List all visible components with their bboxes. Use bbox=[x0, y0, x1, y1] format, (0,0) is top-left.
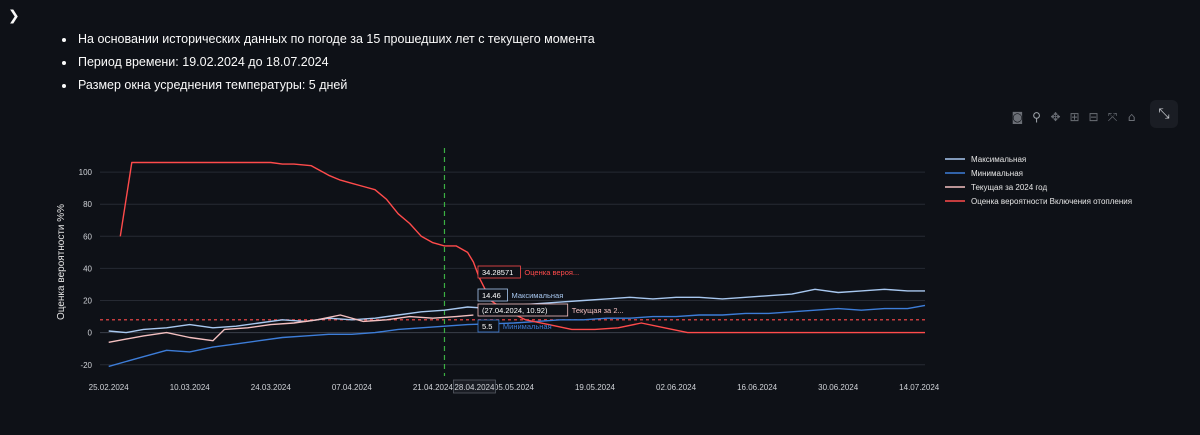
autoscale-icon[interactable]: ⤧ bbox=[1107, 110, 1118, 124]
zoom-in-icon[interactable]: ⊞ bbox=[1069, 110, 1080, 124]
hover-value-box bbox=[477, 265, 521, 279]
legend-label-0: Максимальная bbox=[971, 155, 1026, 164]
x-tick-label: 10.03.2024 bbox=[170, 383, 211, 392]
hover-label-1: 14.46 Максимальная bbox=[477, 288, 564, 302]
hover-x-label: 28.04.2024 bbox=[454, 383, 495, 392]
info-item-source: На основании исторических данных по пого… bbox=[76, 28, 595, 51]
hover-value-box bbox=[477, 288, 508, 302]
info-item-period: Период времени: 19.02.2024 до 18.07.2024 bbox=[76, 51, 595, 74]
zoom-icon[interactable]: ⚲ bbox=[1032, 110, 1041, 124]
y-tick-label: 20 bbox=[83, 297, 92, 306]
hover-value: 5.5 bbox=[482, 322, 492, 331]
x-tick-label: 24.03.2024 bbox=[251, 383, 292, 392]
x-tick-label: 02.06.2024 bbox=[656, 383, 697, 392]
camera-icon[interactable]: ◙ bbox=[1011, 110, 1024, 124]
y-axis-label: Оценка вероятности %% bbox=[56, 204, 67, 320]
legend-label-3: Оценка вероятности Включения отопления bbox=[971, 197, 1132, 206]
hover-label-0: 34.28571 Оценка вероя... bbox=[477, 265, 579, 279]
x-tick-label: 14.07.2024 bbox=[899, 383, 940, 392]
x-tick-label: 19.05.2024 bbox=[575, 383, 616, 392]
legend-label-1: Минимальная bbox=[971, 169, 1023, 178]
pan-icon[interactable]: ✥ bbox=[1050, 110, 1061, 124]
series-line-1 bbox=[108, 304, 926, 368]
x-tick-label: 07.04.2024 bbox=[332, 383, 373, 392]
legend-label-2: Текущая за 2024 год bbox=[971, 183, 1047, 192]
y-tick-label: 80 bbox=[83, 200, 92, 209]
hover-value: 34.28571 bbox=[482, 268, 513, 277]
hover-series-name: Максимальная bbox=[512, 291, 564, 300]
hover-value-box bbox=[477, 319, 500, 333]
x-tick-label: 30.06.2024 bbox=[818, 383, 859, 392]
hover-value: 14.46 bbox=[482, 291, 501, 300]
hover-value: (27.04.2024, 10.92) bbox=[482, 306, 548, 315]
zoom-out-icon[interactable]: ⊟ bbox=[1088, 110, 1099, 124]
hover-series-name: Оценка вероя... bbox=[524, 268, 579, 277]
hover-value-box bbox=[477, 303, 569, 317]
y-tick-label: 100 bbox=[79, 168, 93, 177]
sidebar-expand-icon[interactable]: ❯ bbox=[8, 8, 20, 24]
y-tick-label: 0 bbox=[88, 329, 93, 338]
info-item-window: Размер окна усреднения температуры: 5 дн… bbox=[76, 74, 595, 97]
chart-modebar: ◙ ⚲ ✥ ⊞ ⊟ ⤧ ⌂ bbox=[1010, 110, 1139, 125]
x-tick-label: 16.06.2024 bbox=[737, 383, 778, 392]
y-tick-label: 60 bbox=[83, 232, 92, 241]
x-tick-label: 25.02.2024 bbox=[89, 383, 130, 392]
x-tick-label: 21.04.2024 bbox=[413, 383, 454, 392]
y-tick-label: -20 bbox=[80, 361, 92, 370]
hover-series-name: Текущая за 2... bbox=[572, 306, 624, 315]
y-tick-label: 40 bbox=[83, 264, 92, 273]
hover-label-2: (27.04.2024, 10.92) Текущая за 2... bbox=[477, 303, 624, 317]
series-line-2 bbox=[108, 314, 474, 343]
hover-x-box bbox=[453, 379, 496, 394]
info-list: На основании исторических данных по пого… bbox=[58, 28, 595, 97]
series-line-3 bbox=[119, 161, 925, 334]
hover-series-name: Минимальная bbox=[503, 322, 552, 331]
home-icon[interactable]: ⌂ bbox=[1127, 110, 1136, 124]
hover-label-3: 5.5 Минимальная bbox=[477, 319, 552, 333]
fullscreen-icon[interactable]: ⤡ bbox=[1150, 100, 1178, 128]
x-tick-label: 05.05.2024 bbox=[494, 383, 535, 392]
